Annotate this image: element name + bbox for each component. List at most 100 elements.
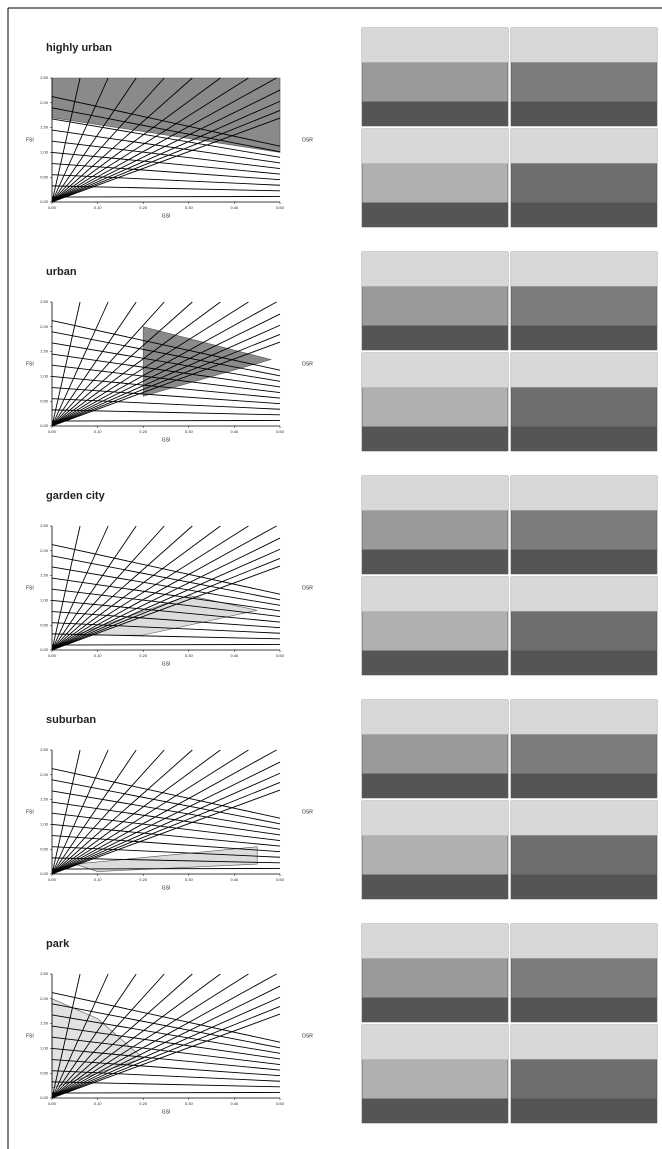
photo-sky <box>511 924 657 958</box>
x-axis-label: GSI <box>162 885 171 891</box>
photo-street <box>362 203 508 228</box>
y-tick-label: 1.00 <box>40 597 49 602</box>
x-tick-label: 0.20 <box>139 1101 148 1106</box>
y-tick-label: 0.00 <box>40 871 49 876</box>
x-tick-label: 0.30 <box>185 653 194 658</box>
y-tick-label: 1.00 <box>40 373 49 378</box>
photo-sky <box>511 577 657 611</box>
photo-sky <box>362 129 508 163</box>
chart-title: suburban <box>46 714 96 726</box>
photo-street <box>362 427 508 452</box>
x-tick-label: 0.20 <box>139 877 148 882</box>
chart-title: park <box>46 938 70 950</box>
photo-sky <box>362 28 508 62</box>
photo-street <box>511 651 657 676</box>
x-tick-label: 0.50 <box>276 653 285 658</box>
y-axis-label: FSI <box>26 809 34 815</box>
chart-title: highly urban <box>46 42 112 54</box>
x-tick-label: 0.00 <box>48 205 57 210</box>
photo-street <box>511 774 657 799</box>
y-axis-label: FSI <box>26 585 34 591</box>
photo-sky <box>362 924 508 958</box>
photo-street <box>511 427 657 452</box>
x-tick-label: 0.10 <box>94 1101 103 1106</box>
x-tick-label: 0.20 <box>139 429 148 434</box>
x-tick-label: 0.10 <box>94 653 103 658</box>
guide-line <box>52 196 280 197</box>
x-tick-label: 0.20 <box>139 205 148 210</box>
x-tick-label: 0.40 <box>231 653 240 658</box>
y-tick-label: 1.00 <box>40 1045 49 1050</box>
y-tick-label: 0.50 <box>40 846 49 851</box>
photo-street <box>362 1099 508 1124</box>
y-tick-label: 2.50 <box>40 523 49 528</box>
photo-sky <box>362 700 508 734</box>
x-tick-label: 0.10 <box>94 877 103 882</box>
y-tick-label: 2.00 <box>40 548 49 553</box>
x-tick-label: 0.40 <box>231 877 240 882</box>
x-tick-label: 0.00 <box>48 653 57 658</box>
x-axis-label: GSI <box>162 213 171 219</box>
y-tick-label: 0.00 <box>40 1095 49 1100</box>
photo-sky <box>511 28 657 62</box>
x-tick-label: 0.40 <box>231 1101 240 1106</box>
y-tick-label: 1.00 <box>40 821 49 826</box>
y-tick-label: 2.50 <box>40 971 49 976</box>
x-tick-label: 0.10 <box>94 205 103 210</box>
y-tick-label: 0.50 <box>40 1070 49 1075</box>
y-tick-label: 2.50 <box>40 299 49 304</box>
photo-sky <box>511 129 657 163</box>
guide-line <box>52 644 280 645</box>
photo-sky <box>511 476 657 510</box>
x-tick-label: 0.50 <box>276 205 285 210</box>
x-tick-label: 0.00 <box>48 877 57 882</box>
y-tick-label: 1.50 <box>40 573 49 578</box>
y-tick-label: 1.50 <box>40 125 49 130</box>
photo-sky <box>511 1025 657 1059</box>
y-tick-label: 2.00 <box>40 324 49 329</box>
right-axis-label: OSR <box>302 809 313 815</box>
chart-title: urban <box>46 266 77 278</box>
y-tick-label: 0.50 <box>40 398 49 403</box>
y-axis-label: FSI <box>26 137 34 143</box>
photo-sky <box>362 353 508 387</box>
y-tick-label: 2.50 <box>40 75 49 80</box>
photo-street <box>511 1099 657 1124</box>
photo-sky <box>511 252 657 286</box>
x-axis-label: GSI <box>162 1109 171 1115</box>
photo-street <box>362 326 508 351</box>
right-axis-label: OSR <box>302 137 313 143</box>
y-tick-label: 0.00 <box>40 423 49 428</box>
x-tick-label: 0.00 <box>48 1101 57 1106</box>
x-tick-label: 0.30 <box>185 429 194 434</box>
y-tick-label: 0.50 <box>40 174 49 179</box>
photo-sky <box>511 700 657 734</box>
x-tick-label: 0.50 <box>276 877 285 882</box>
photo-street <box>511 998 657 1023</box>
right-axis-label: OSR <box>302 585 313 591</box>
x-tick-label: 0.10 <box>94 429 103 434</box>
y-tick-label: 1.50 <box>40 349 49 354</box>
figure: highly urban 0.00 0.10 0.20 0.30 0.40 0.50 0.00… <box>0 0 662 1149</box>
photo-sky <box>362 476 508 510</box>
photo-sky <box>362 252 508 286</box>
photo-street <box>362 651 508 676</box>
chart-title: garden city <box>46 490 106 502</box>
x-tick-label: 0.20 <box>139 653 148 658</box>
photo-sky <box>362 801 508 835</box>
x-tick-label: 0.50 <box>276 429 285 434</box>
y-axis-label: FSI <box>26 1033 34 1039</box>
photo-street <box>511 102 657 127</box>
y-tick-label: 1.50 <box>40 797 49 802</box>
x-tick-label: 0.50 <box>276 1101 285 1106</box>
photo-street <box>511 203 657 228</box>
guide-line <box>52 420 280 421</box>
y-tick-label: 2.00 <box>40 100 49 105</box>
x-axis-label: GSI <box>162 661 171 667</box>
photo-street <box>511 326 657 351</box>
y-tick-label: 1.50 <box>40 1021 49 1026</box>
y-tick-label: 0.00 <box>40 199 49 204</box>
guide-line <box>52 1092 280 1093</box>
right-axis-label: OSR <box>302 1033 313 1039</box>
y-tick-label: 2.50 <box>40 747 49 752</box>
